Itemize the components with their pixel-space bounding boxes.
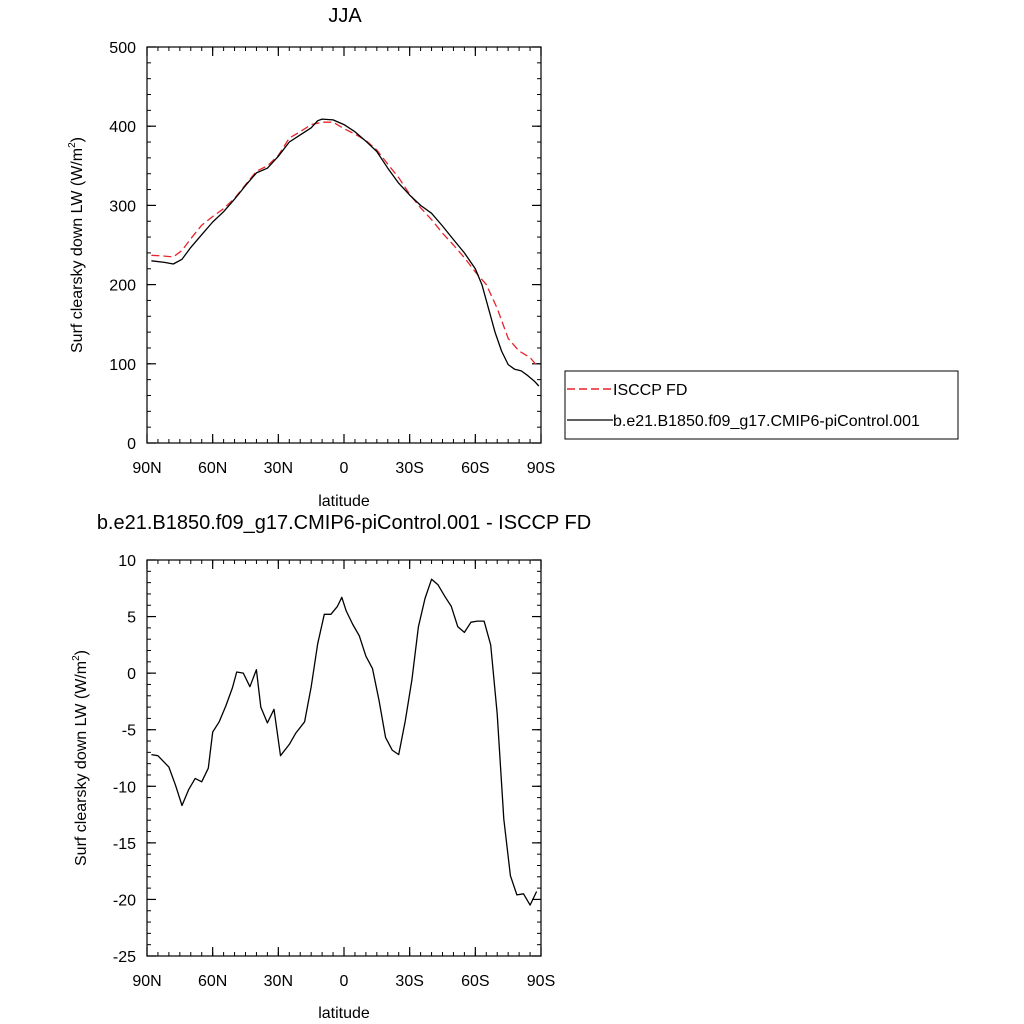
top-series-lines xyxy=(151,118,540,387)
bottom-series-line-0 xyxy=(151,578,538,906)
top-x-tick-label: 30S xyxy=(395,460,423,477)
top-x-tick-labels: 90N 60N 30N 0 30S 60S 90S xyxy=(132,460,555,477)
top-series-line-0 xyxy=(151,121,538,366)
top-x-tick-label: 60S xyxy=(461,460,489,477)
bottom-y-axis-title-main: Surf clearsky down LW (W/m xyxy=(73,661,90,866)
bottom-x-tick-label: 60N xyxy=(198,973,227,990)
bottom-y-tick-label: -20 xyxy=(113,892,136,909)
bottom-chart-title: b.e21.B1850.f09_g17.CMIP6-piControl.001 … xyxy=(97,512,591,534)
top-x-tick-label: 90N xyxy=(132,460,161,477)
bottom-y-axis-title-end: ) xyxy=(73,650,90,655)
top-y-tick-label: 300 xyxy=(109,198,136,215)
bottom-y-tick-label: -5 xyxy=(122,723,136,740)
top-y-tick-label: 200 xyxy=(109,278,136,295)
legend-label-isccp: ISCCP FD xyxy=(613,382,687,399)
bottom-y-tick-label: 5 xyxy=(127,610,136,627)
top-y-tick-label: 100 xyxy=(109,357,136,374)
bottom-x-tick-label: 60S xyxy=(461,973,489,990)
top-x-axis-title: latitude xyxy=(318,493,370,510)
top-y-tick-label: 0 xyxy=(127,436,136,453)
top-x-tick-label: 30N xyxy=(264,460,293,477)
bottom-x-tick-label: 30S xyxy=(395,973,423,990)
bottom-axis-ticks xyxy=(146,559,542,957)
top-x-tick-label: 90S xyxy=(527,460,555,477)
bottom-x-tick-label: 30N xyxy=(264,973,293,990)
bottom-x-tick-labels: 90N 60N 30N 0 30S 60S 90S xyxy=(132,973,555,990)
bottom-y-tick-label: -10 xyxy=(113,779,136,796)
bottom-y-axis-title: Surf clearsky down LW (W/m2) xyxy=(71,650,90,866)
bottom-x-tick-label: 0 xyxy=(340,973,349,990)
bottom-x-axis-title: latitude xyxy=(318,1005,370,1022)
legend-box xyxy=(564,370,959,440)
bottom-y-tick-label: -25 xyxy=(113,949,136,966)
top-y-axis-title-superscript: 2 xyxy=(67,142,78,148)
top-plot-frame xyxy=(146,46,542,444)
bottom-line-chart: b.e21.B1850.f09_g17.CMIP6-piControl.001 … xyxy=(71,512,591,1022)
legend: ISCCP FD b.e21.B1850.f09_g17.CMIP6-piCon… xyxy=(564,370,959,440)
legend-label-model: b.e21.B1850.f09_g17.CMIP6-piControl.001 xyxy=(613,413,920,430)
top-x-tick-label: 60N xyxy=(198,460,227,477)
bottom-x-tick-label: 90S xyxy=(527,973,555,990)
bottom-x-tick-label: 90N xyxy=(132,973,161,990)
top-y-tick-label: 500 xyxy=(109,40,136,57)
top-x-tick-label: 0 xyxy=(340,460,349,477)
top-y-axis-title-main: Surf clearsky down LW (W/m xyxy=(69,148,86,353)
bottom-y-tick-labels: -25 -20 -15 -10 -5 0 5 10 xyxy=(113,553,136,966)
top-y-axis-title-end: ) xyxy=(69,137,86,142)
top-axis-ticks xyxy=(146,46,542,444)
top-y-tick-label: 400 xyxy=(109,119,136,136)
bottom-y-tick-label: -15 xyxy=(113,836,136,853)
bottom-plot-frame xyxy=(146,559,542,957)
bottom-y-axis-title-superscript: 2 xyxy=(71,655,82,661)
bottom-y-tick-label: 10 xyxy=(118,553,136,570)
top-line-chart: JJA 90N 60N 30N 0 30S 60S 90S 0 100 200 300 400 500… xyxy=(67,5,555,510)
top-y-axis-title: Surf clearsky down LW (W/m2) xyxy=(67,137,86,353)
bottom-series-lines xyxy=(151,578,538,906)
top-series-line-1 xyxy=(151,118,540,387)
top-chart-title: JJA xyxy=(328,5,362,27)
top-y-tick-labels: 0 100 200 300 400 500 xyxy=(109,40,136,453)
bottom-y-tick-label: 0 xyxy=(127,666,136,683)
